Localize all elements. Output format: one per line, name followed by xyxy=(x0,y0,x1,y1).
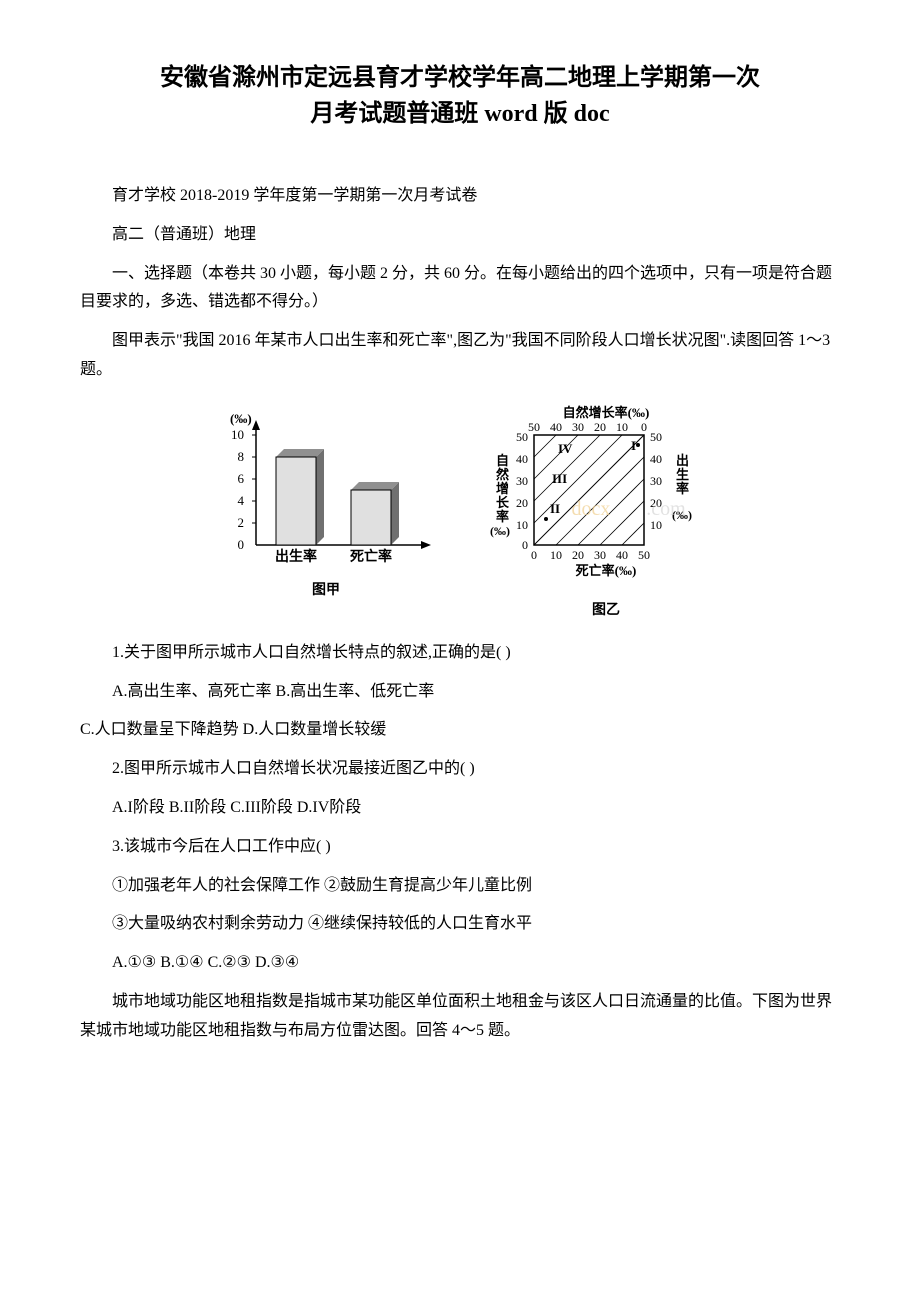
svg-text:20: 20 xyxy=(594,420,606,434)
figure-yi-caption: 图乙 xyxy=(592,599,620,619)
question-1-options-b: C.人口数量呈下降趋势 D.人口数量增长较缓 xyxy=(80,716,840,745)
svg-text:6: 6 xyxy=(238,471,245,486)
y-axis-label: (‰) xyxy=(230,411,252,426)
svg-text:III: III xyxy=(552,471,567,486)
svg-text:8: 8 xyxy=(238,449,245,464)
svg-text:30: 30 xyxy=(650,474,662,488)
svg-text:0: 0 xyxy=(238,537,245,552)
svg-text:10: 10 xyxy=(550,548,562,562)
svg-text:40: 40 xyxy=(650,452,662,466)
title-line-2: 月考试题普通班 word 版 doc xyxy=(310,101,609,127)
svg-text:率: 率 xyxy=(676,481,689,496)
svg-text:率: 率 xyxy=(496,509,509,524)
question-3-options: A.①③ B.①④ C.②③ D.③④ xyxy=(80,949,840,978)
svg-text:I: I xyxy=(631,438,636,453)
svg-text:死亡率(‰): 死亡率(‰) xyxy=(576,563,637,578)
exam-header-2: 高二（普通班）地理 xyxy=(80,221,840,250)
section-instruction: 一、选择题（本卷共 30 小题，每小题 2 分，共 60 分。在每小题给出的四个… xyxy=(80,260,840,318)
svg-text:长: 长 xyxy=(496,495,510,510)
title-line-1: 安徽省滁州市定远县育才学校学年高二地理上学期第一次 xyxy=(160,65,760,91)
question-3: 3.该城市今后在人口工作中应( ) xyxy=(80,833,840,862)
question-2: 2.图甲所示城市人口自然增长状况最接近图乙中的( ) xyxy=(80,755,840,784)
svg-text:10: 10 xyxy=(650,518,662,532)
svg-text:30: 30 xyxy=(594,548,606,562)
question-1-options-a: A.高出生率、高死亡率 B.高出生率、低死亡率 xyxy=(80,678,840,707)
watermark-suffix: .com xyxy=(646,498,686,520)
svg-text:出: 出 xyxy=(676,453,689,468)
figure-jia: (‰) 0 2 4 6 8 10 出生率 死亡率 图甲 xyxy=(216,405,436,619)
svg-text:40: 40 xyxy=(516,452,528,466)
question-3-sub2: ③大量吸纳农村剩余劳动力 ④继续保持较低的人口生育水平 xyxy=(80,910,840,939)
exam-header-1: 育才学校 2018-2019 学年度第一学期第一次月考试卷 xyxy=(80,182,840,211)
svg-text:10: 10 xyxy=(231,427,244,442)
question-context-1: 图甲表示"我国 2016 年某市人口出生率和死亡率",图乙为"我国不同阶段人口增… xyxy=(80,327,840,385)
svg-text:50: 50 xyxy=(638,548,650,562)
svg-text:10: 10 xyxy=(616,420,628,434)
svg-text:(‰): (‰) xyxy=(490,524,510,538)
svg-text:IV: IV xyxy=(558,441,573,456)
figure-container: (‰) 0 2 4 6 8 10 出生率 死亡率 图甲 xyxy=(80,405,840,619)
question-context-2: 城市地域功能区地租指数是指城市某功能区单位面积土地租金与该区人口日流通量的比值。… xyxy=(80,988,840,1046)
svg-text:40: 40 xyxy=(550,420,562,434)
svg-text:II: II xyxy=(550,501,560,516)
document-title: 安徽省滁州市定远县育才学校学年高二地理上学期第一次 月考试题普通班 word 版… xyxy=(80,60,840,132)
question-1: 1.关于图甲所示城市人口自然增长特点的叙述,正确的是( ) xyxy=(80,639,840,668)
svg-text:0: 0 xyxy=(522,538,528,552)
chart-yi-svg: 自然增长率(‰) 50 40 30 20 10 0 50 40 30 20 10… xyxy=(476,405,736,595)
figure-yi: 自然增长率(‰) 50 40 30 20 10 0 50 40 30 20 10… xyxy=(476,405,736,619)
svg-text:30: 30 xyxy=(516,474,528,488)
svg-text:0: 0 xyxy=(531,548,537,562)
svg-text:20: 20 xyxy=(516,496,528,510)
question-3-sub1: ①加强老年人的社会保障工作 ②鼓励生育提高少年儿童比例 xyxy=(80,872,840,901)
svg-text:30: 30 xyxy=(572,420,584,434)
svg-text:50: 50 xyxy=(516,430,528,444)
watermark-text: docx xyxy=(572,498,611,520)
chart-jia-svg: (‰) 0 2 4 6 8 10 出生率 死亡率 xyxy=(216,405,436,575)
svg-text:10: 10 xyxy=(516,518,528,532)
svg-text:0: 0 xyxy=(641,420,647,434)
svg-text:4: 4 xyxy=(238,493,245,508)
svg-text:2: 2 xyxy=(238,515,245,530)
svg-text:40: 40 xyxy=(616,548,628,562)
svg-text:自然增长率(‰): 自然增长率(‰) xyxy=(563,405,650,420)
svg-text:50: 50 xyxy=(528,420,540,434)
svg-text:增: 增 xyxy=(496,481,509,496)
svg-text:自: 自 xyxy=(496,453,509,468)
svg-text:生: 生 xyxy=(676,467,689,482)
svg-text:50: 50 xyxy=(650,430,662,444)
svg-text:死亡率: 死亡率 xyxy=(349,548,392,565)
svg-text:20: 20 xyxy=(572,548,584,562)
svg-text:出生率: 出生率 xyxy=(275,548,317,565)
svg-text:然: 然 xyxy=(496,467,509,482)
figure-jia-caption: 图甲 xyxy=(312,579,340,599)
question-2-options: A.I阶段 B.II阶段 C.III阶段 D.IV阶段 xyxy=(80,794,840,823)
